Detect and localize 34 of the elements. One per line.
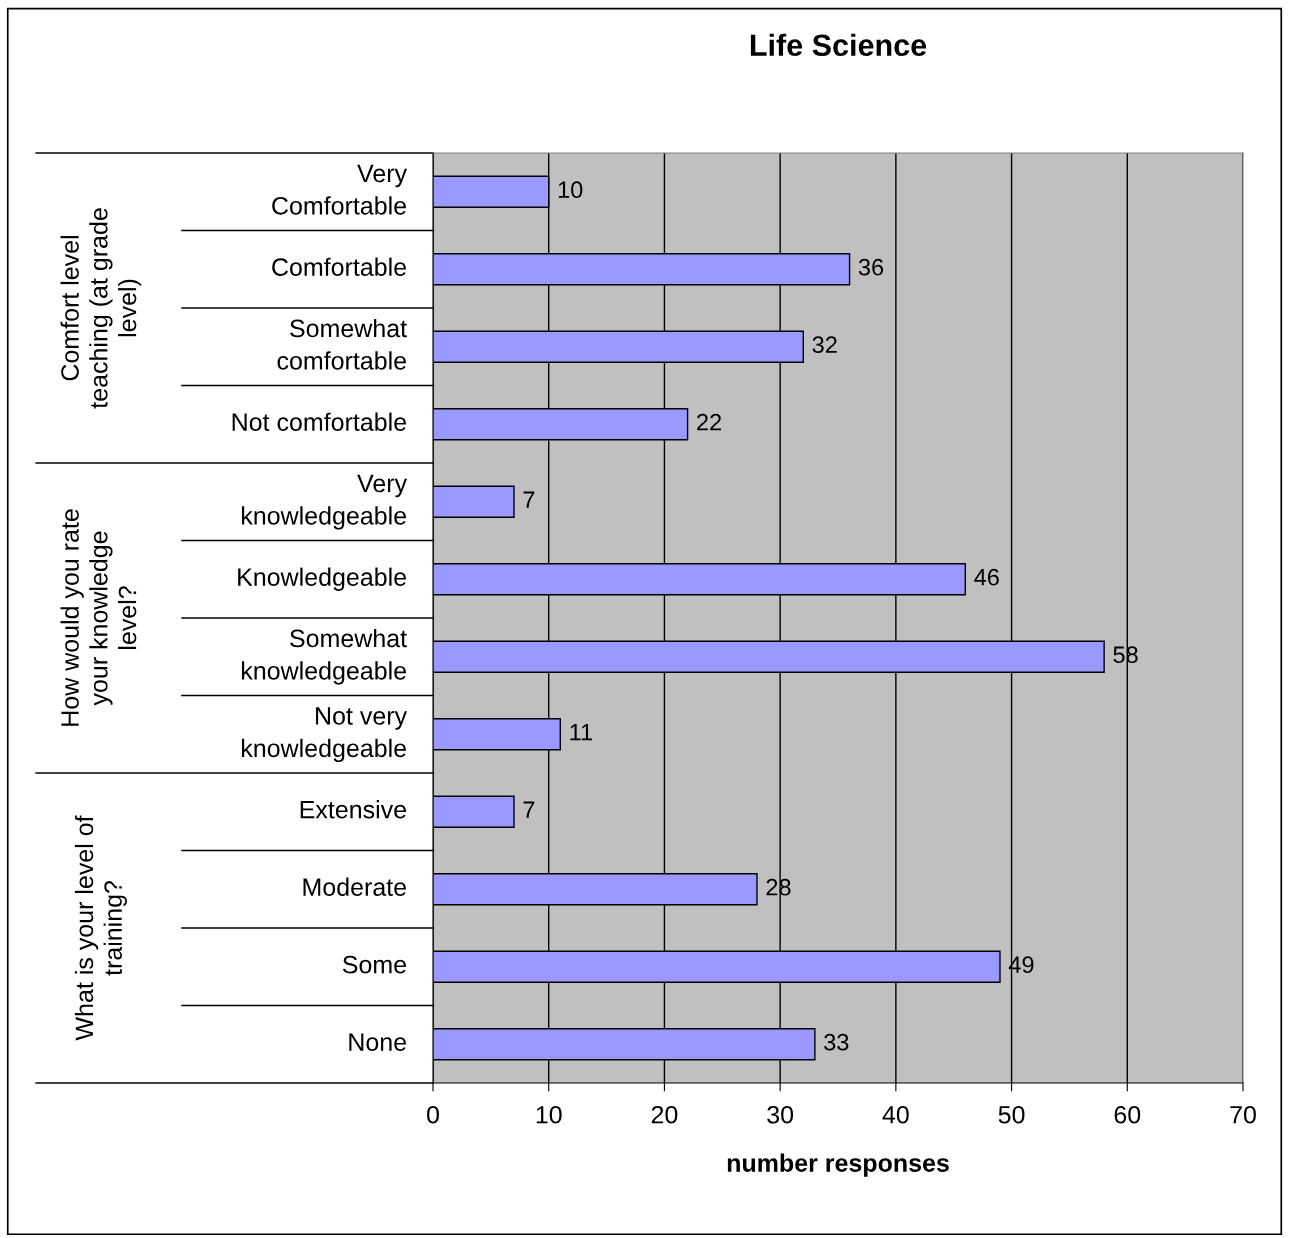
data-label: 7 [523, 801, 535, 818]
y-tick-label: None [349, 1033, 406, 1051]
data-label: 22 [697, 413, 721, 431]
y-tick-label: Somewhat knowledgeable [241, 628, 407, 685]
x-tick-label: 20 [651, 1105, 678, 1124]
data-label: 11 [570, 724, 592, 741]
y-tick-label: Some [342, 955, 406, 974]
data-label: 36 [858, 258, 884, 276]
text: Comfort level teaching (at grade level) [60, 208, 142, 409]
data-label: 46 [974, 568, 999, 586]
x-tick-label: 30 [767, 1105, 794, 1124]
x-tick-label: 50 [998, 1105, 1025, 1124]
y-tick-label: Comfortable [272, 257, 406, 276]
data-label: 7 [523, 491, 535, 508]
x-tick-label: 10 [536, 1105, 562, 1124]
data-label: 32 [812, 336, 837, 354]
data-label: 33 [824, 1033, 849, 1051]
text: How would you rate your knowledge level? [60, 509, 137, 726]
chart-title: Life Science [750, 33, 927, 57]
y-tick-label: Extensive [300, 800, 406, 819]
y-tick-label: Somewhat comfortable [277, 318, 407, 370]
x-tick-label: 0 [427, 1105, 439, 1124]
y-tick-label: Moderate [303, 877, 406, 896]
y-tick-label: Very Comfortable [272, 164, 408, 215]
x-tick-label: 40 [882, 1105, 909, 1124]
data-label: 10 [558, 181, 583, 199]
y-tick-label: Not very knowledgeable [241, 707, 408, 763]
x-tick-label: 70 [1230, 1105, 1256, 1124]
x-axis-title: number responses [727, 1153, 949, 1177]
text: What is your level of training? [74, 815, 127, 1041]
y-tick-label: Very knowledgeable [241, 474, 408, 530]
x-tick-label: 60 [1114, 1105, 1141, 1124]
y-tick-label: Knowledgeable [238, 567, 406, 591]
y-tick-label: Not comfortable [232, 412, 406, 431]
